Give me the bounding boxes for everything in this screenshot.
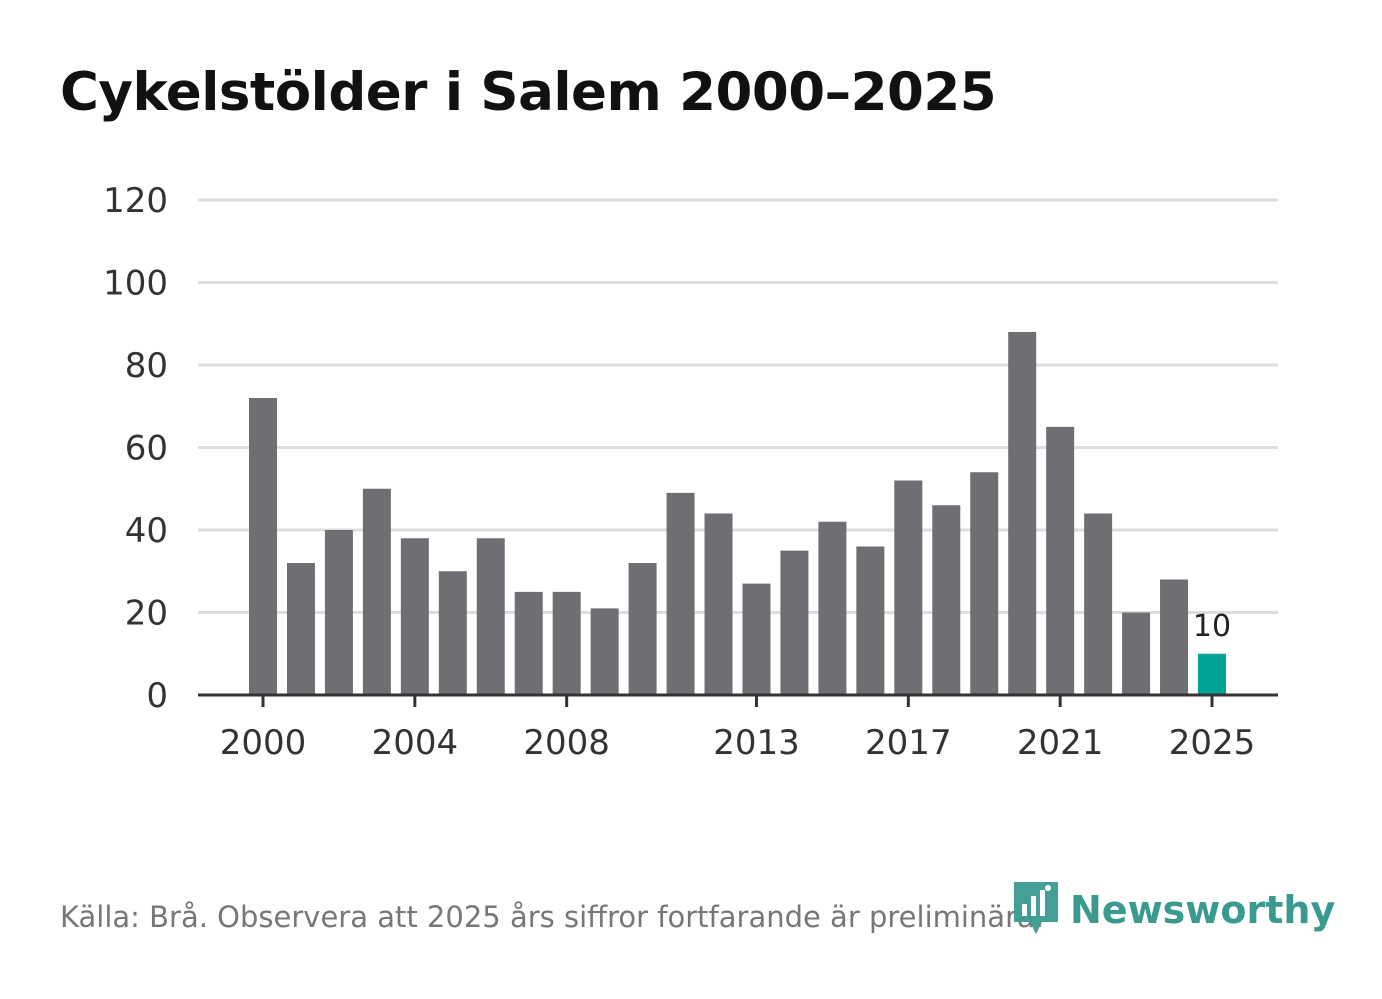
y-tick-label-0: 0 [146,676,168,716]
bar-2020 [1008,332,1037,695]
data-labels: 10 [1193,609,1231,644]
chart-title: Cykelstölder i Salem 2000–2025 [60,62,997,123]
x-tick-label-2025: 2025 [1169,723,1256,763]
bar-2018 [932,505,961,695]
y-tick-label-120: 120 [103,181,168,221]
y-tick-label-20: 20 [125,594,168,634]
x-tick-label-2008: 2008 [523,723,610,763]
y-tick-label-100: 100 [103,264,168,304]
bar-2012 [704,513,733,695]
bar-2008 [552,591,581,695]
bar-2004 [400,538,429,695]
bar-2022 [1084,513,1113,695]
bar-2017 [894,480,923,695]
bars [249,332,1226,695]
x-tick-label-2021: 2021 [1017,723,1104,763]
source-note: Källa: Brå. Observera att 2025 års siffr… [60,900,1044,934]
bar-2003 [362,488,391,695]
bar-2015 [818,521,847,695]
bar-2005 [438,571,467,695]
bar-2007 [514,591,543,695]
bar-2014 [780,550,809,695]
brand-name: Newsworthy [1070,888,1336,932]
x-tick-label-2004: 2004 [372,723,459,763]
bar-2019 [970,472,999,695]
y-axis-labels: 0 20 40 60 80 100 120 [103,181,168,716]
grid-lines [198,198,1278,614]
y-tick-label-60: 60 [125,429,168,469]
bar-2024 [1160,579,1189,695]
newsworthy-logo-icon [1010,878,1062,942]
x-axis-labels: 2000 2004 2008 2013 2017 2021 2025 [220,695,1256,763]
bar-2010 [628,563,657,695]
bar-2021 [1046,426,1075,695]
bar-2006 [476,538,505,695]
y-tick-label-40: 40 [125,511,168,551]
bar-2000 [249,398,277,695]
bar-2025 [1198,653,1226,695]
brand-logo[interactable]: Newsworthy [1010,878,1335,942]
bar-2001 [286,563,315,695]
bar-2011 [666,492,695,695]
bar-2023 [1122,612,1151,695]
bar-2002 [324,530,353,695]
bar-2016 [856,546,885,695]
bar-2013 [742,583,771,695]
x-tick-label-2017: 2017 [865,723,952,763]
data-label-2025: 10 [1193,609,1231,644]
y-tick-label-80: 80 [125,346,168,386]
bar-2009 [590,608,619,695]
x-tick-label-2000: 2000 [220,723,307,763]
x-tick-label-2013: 2013 [713,723,800,763]
